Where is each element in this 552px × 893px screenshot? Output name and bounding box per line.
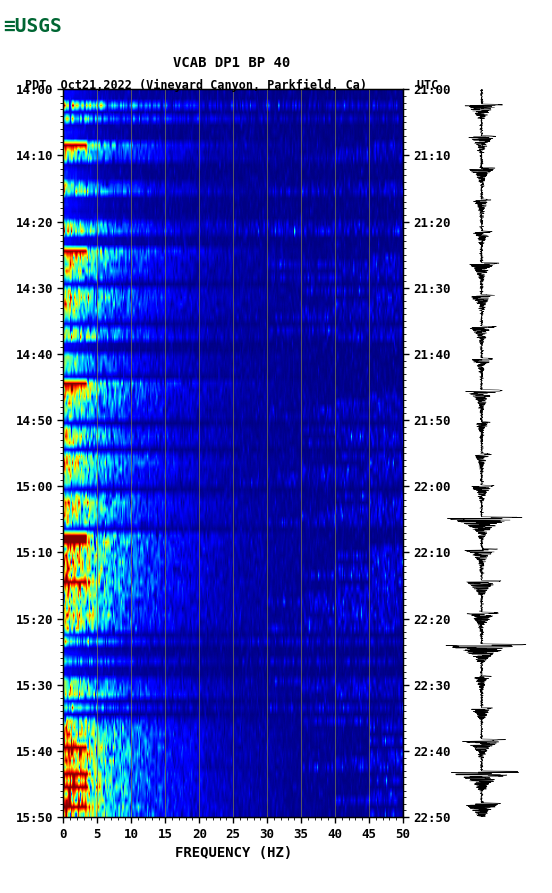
Text: ≡USGS: ≡USGS (3, 17, 61, 37)
Text: VCAB DP1 BP 40: VCAB DP1 BP 40 (173, 55, 290, 70)
Text: PDT  Oct21,2022 (Vineyard Canyon, Parkfield, Ca)       UTC: PDT Oct21,2022 (Vineyard Canyon, Parkfie… (25, 79, 438, 92)
X-axis label: FREQUENCY (HZ): FREQUENCY (HZ) (174, 846, 292, 860)
